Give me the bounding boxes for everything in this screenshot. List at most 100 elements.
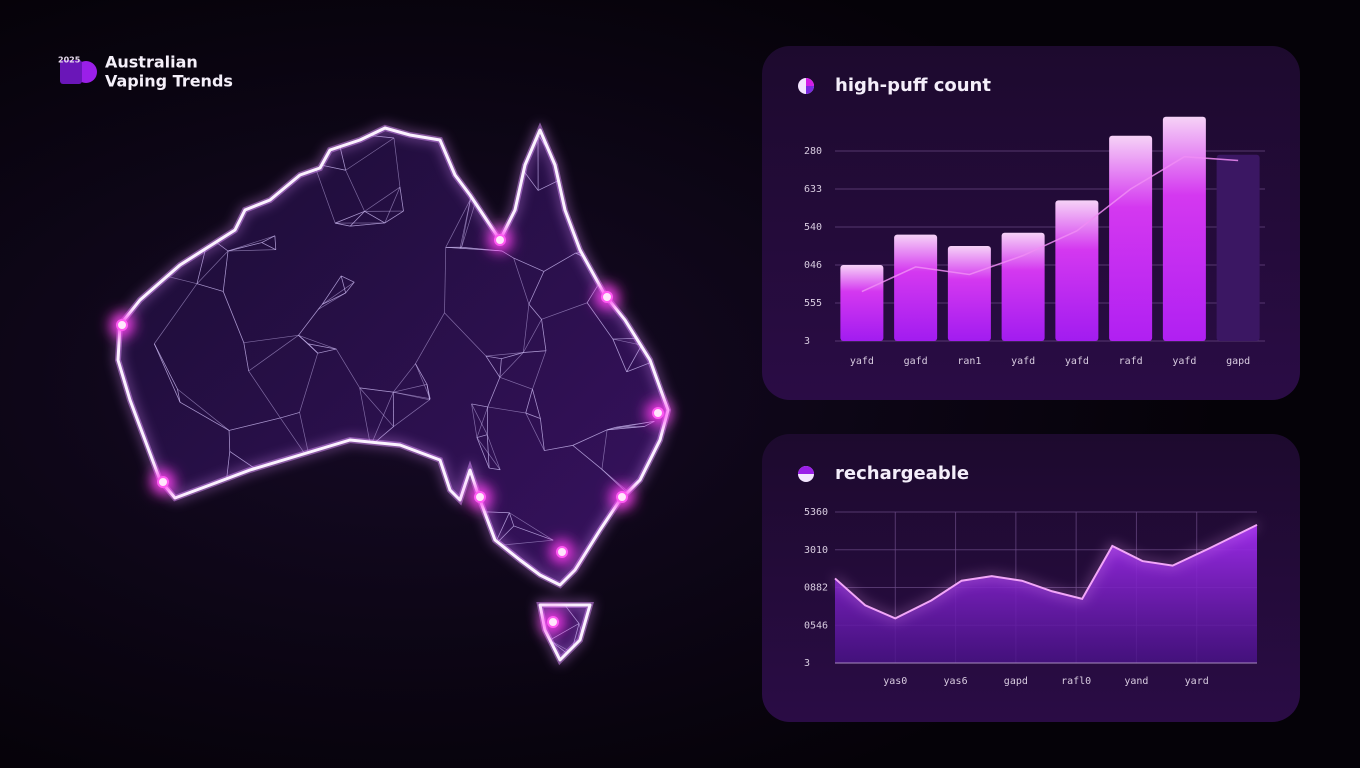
mesh-line xyxy=(415,363,428,385)
mesh-line xyxy=(298,309,319,336)
mesh-line xyxy=(540,418,545,451)
mesh-line xyxy=(399,187,404,212)
mesh-line xyxy=(393,391,431,400)
mesh-line xyxy=(525,389,533,414)
chart-title: rechargeable xyxy=(835,463,969,484)
mesh-line xyxy=(318,292,346,310)
city-dot xyxy=(556,546,568,558)
x-tick-label: yard xyxy=(1185,676,1209,687)
mesh-line xyxy=(601,429,608,470)
y-tick-label: 046 xyxy=(804,260,822,271)
panel-icon xyxy=(798,466,814,474)
y-tick-label: 280 xyxy=(804,146,822,157)
mesh-line xyxy=(572,429,608,446)
mesh-line xyxy=(513,525,554,541)
panel-icon xyxy=(806,86,814,94)
x-tick-label: gafd xyxy=(904,356,928,367)
mesh-line xyxy=(248,335,299,372)
mesh-line xyxy=(153,343,181,403)
mesh-line xyxy=(543,252,576,272)
mesh-line xyxy=(486,434,490,469)
mesh-line xyxy=(476,434,488,438)
mesh-line xyxy=(298,335,309,345)
mesh-line xyxy=(444,247,447,313)
logo-badge: 2025 xyxy=(58,56,81,65)
mesh-line xyxy=(501,250,514,259)
mesh-line xyxy=(261,235,276,243)
y-tick-label: 633 xyxy=(804,184,822,195)
bar xyxy=(1216,154,1260,341)
x-tick-label: gapd xyxy=(1004,676,1028,687)
city-dot xyxy=(157,476,169,488)
x-tick-label: yas6 xyxy=(944,676,968,687)
city-dot xyxy=(474,491,486,503)
mesh-line xyxy=(321,275,342,305)
y-tick-label: 555 xyxy=(804,298,822,309)
mesh-line xyxy=(364,186,401,212)
logo: 2025 Australian Vaping Trends xyxy=(58,53,233,91)
mesh-line xyxy=(177,388,230,431)
city-dot xyxy=(652,407,664,419)
x-tick-label: yafd xyxy=(1011,356,1035,367)
area-line xyxy=(834,523,1258,620)
mesh-line xyxy=(229,417,281,431)
mesh-line xyxy=(541,319,547,351)
mesh-line xyxy=(227,235,275,252)
mesh-line xyxy=(485,355,501,378)
mesh-line xyxy=(345,281,355,294)
city-dots xyxy=(110,228,670,634)
mesh-line xyxy=(313,163,336,224)
mesh-line xyxy=(459,199,471,249)
mesh-line xyxy=(586,302,614,340)
x-tick-label: yas0 xyxy=(883,676,907,687)
x-tick-label: yafd xyxy=(1172,356,1196,367)
mesh-line xyxy=(513,257,544,272)
mesh-line xyxy=(509,512,515,527)
y-tick-label: 540 xyxy=(804,222,822,233)
mesh-line xyxy=(370,392,394,447)
mesh-line xyxy=(513,258,530,305)
mesh-line xyxy=(489,467,501,471)
mesh-line xyxy=(487,406,526,414)
x-tick-label: gapd xyxy=(1226,356,1250,367)
mesh-line xyxy=(476,437,490,469)
mesh-line xyxy=(523,304,530,353)
mesh-line xyxy=(359,387,394,427)
mesh-line xyxy=(487,377,501,408)
mesh-line xyxy=(228,249,276,252)
mesh-line xyxy=(227,242,262,252)
mesh-line xyxy=(607,420,655,431)
mesh-line xyxy=(612,338,628,372)
mesh-line xyxy=(298,334,337,350)
mesh-line xyxy=(541,302,588,320)
city-dot xyxy=(601,291,613,303)
mesh-line xyxy=(308,343,337,350)
mesh-line xyxy=(321,281,355,305)
panel-icon xyxy=(806,78,814,86)
mesh-line xyxy=(415,312,445,364)
mesh-line xyxy=(525,412,541,419)
mesh-line xyxy=(308,343,318,354)
mesh-line xyxy=(317,348,337,354)
x-tick-label: rafd xyxy=(1119,356,1143,367)
mesh-line xyxy=(528,271,545,305)
mesh-line xyxy=(153,343,178,390)
panel-icon xyxy=(798,78,814,482)
trend-line xyxy=(861,155,1239,293)
mesh-line xyxy=(335,222,351,227)
mesh-line xyxy=(335,211,365,224)
mesh-line xyxy=(485,355,502,360)
mesh-line xyxy=(393,384,428,393)
mesh-line xyxy=(154,283,198,344)
x-tick-label: rafl0 xyxy=(1061,676,1091,687)
mesh-line xyxy=(222,291,245,343)
city-dot xyxy=(494,234,506,246)
mesh-line xyxy=(179,401,230,431)
mesh-line xyxy=(415,363,431,399)
mesh-line xyxy=(349,211,365,227)
mesh-line xyxy=(499,377,533,390)
mesh-line xyxy=(228,430,231,452)
mesh-line xyxy=(384,187,401,224)
mesh-line xyxy=(341,275,355,283)
